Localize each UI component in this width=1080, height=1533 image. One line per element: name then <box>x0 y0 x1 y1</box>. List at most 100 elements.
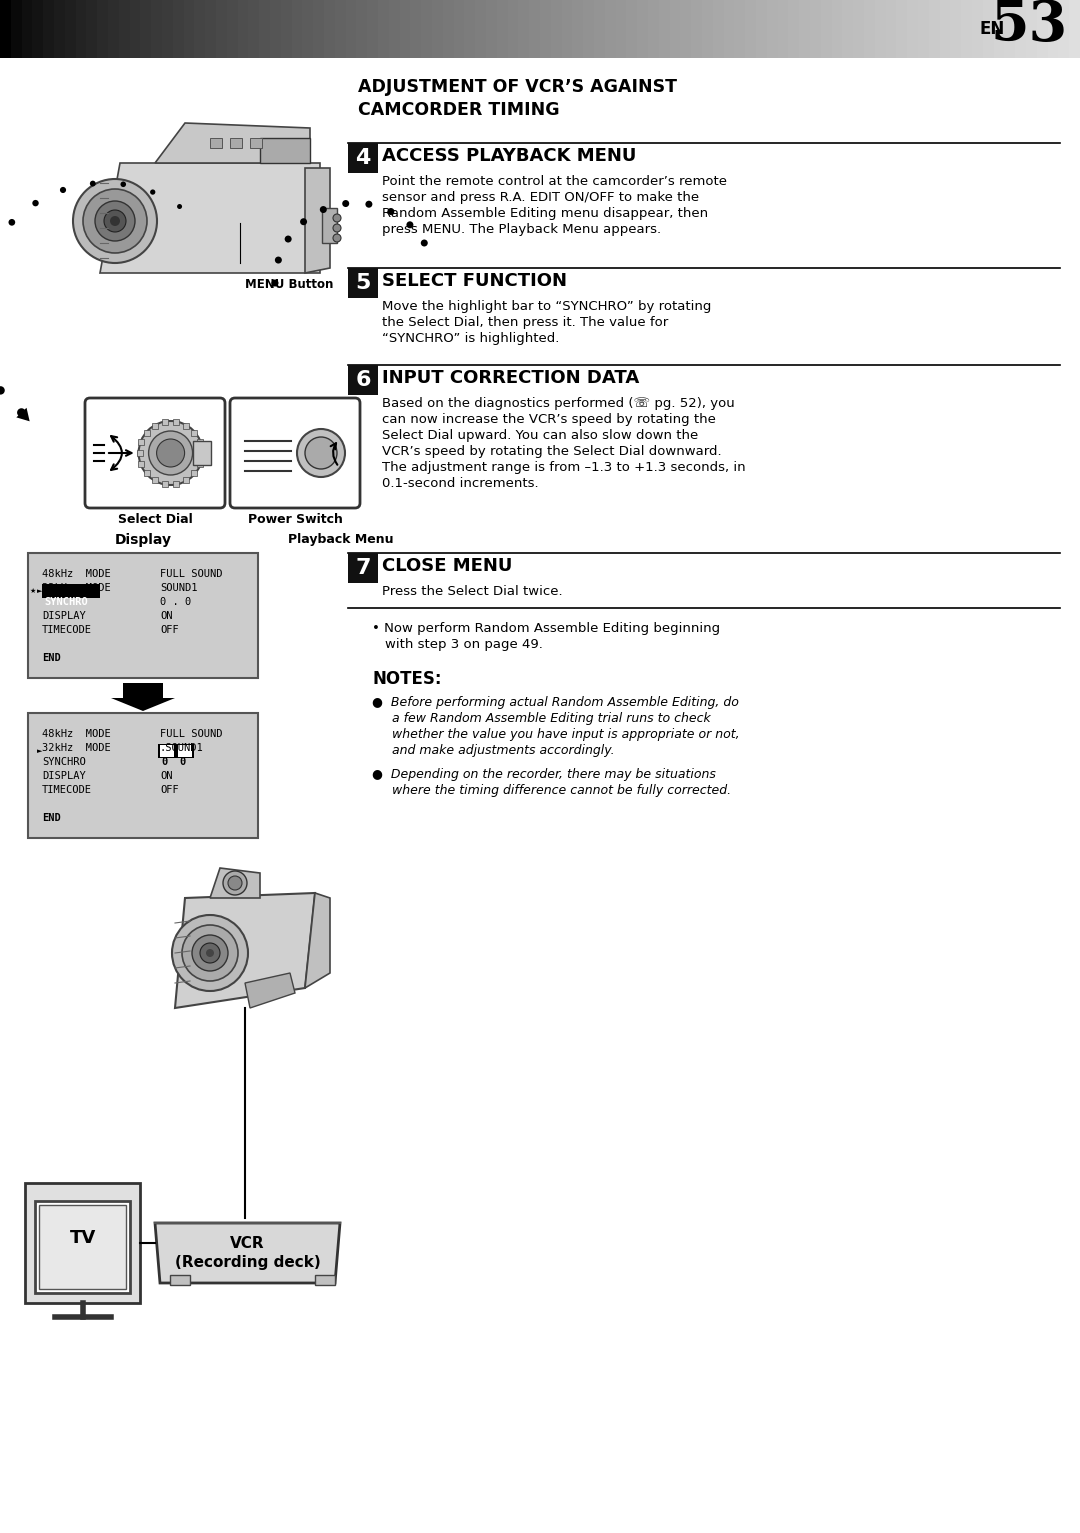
Text: press MENU. The Playback Menu appears.: press MENU. The Playback Menu appears. <box>382 222 661 236</box>
Text: TV: TV <box>69 1229 96 1246</box>
Bar <box>464 0 476 58</box>
Bar <box>151 0 163 58</box>
Bar <box>0 0 12 58</box>
Bar <box>583 0 595 58</box>
Text: can now increase the VCR’s speed by rotating the: can now increase the VCR’s speed by rota… <box>382 412 716 426</box>
Bar <box>961 0 973 58</box>
Bar <box>199 451 204 455</box>
Bar <box>454 0 465 58</box>
Bar <box>249 138 262 149</box>
Text: VCR’s speed by rotating the Select Dial downward.: VCR’s speed by rotating the Select Dial … <box>382 445 721 458</box>
Bar <box>348 143 378 173</box>
Bar <box>144 471 150 475</box>
Bar <box>1015 0 1027 58</box>
Bar <box>324 0 336 58</box>
Bar <box>497 0 509 58</box>
Text: END: END <box>42 653 60 662</box>
Polygon shape <box>305 169 330 273</box>
Circle shape <box>104 210 126 231</box>
Bar <box>313 0 325 58</box>
Bar <box>1026 0 1038 58</box>
Bar <box>152 423 158 429</box>
FancyBboxPatch shape <box>230 399 360 507</box>
Polygon shape <box>111 684 175 711</box>
Bar <box>28 553 258 678</box>
Text: VCR
(Recording deck): VCR (Recording deck) <box>175 1236 321 1269</box>
Bar <box>32 0 44 58</box>
Polygon shape <box>100 162 320 273</box>
Bar <box>144 431 150 435</box>
Bar <box>197 440 203 446</box>
Bar <box>322 208 337 244</box>
Text: ON: ON <box>160 612 173 621</box>
Circle shape <box>138 422 203 484</box>
Bar <box>907 0 919 58</box>
Bar <box>648 0 660 58</box>
Bar <box>227 0 239 58</box>
Text: MENU Button: MENU Button <box>245 277 334 291</box>
Text: .SOUND1: .SOUND1 <box>160 744 204 753</box>
Bar <box>348 365 378 396</box>
Text: 6: 6 <box>355 369 370 389</box>
Text: Display: Display <box>114 533 172 547</box>
Bar <box>248 0 260 58</box>
Text: with step 3 on page 49.: with step 3 on page 49. <box>384 638 543 652</box>
Bar <box>216 0 228 58</box>
Circle shape <box>157 438 185 468</box>
Text: 0: 0 <box>161 757 167 766</box>
Bar <box>540 0 552 58</box>
Bar <box>842 0 854 58</box>
Text: and make adjustments accordingly.: and make adjustments accordingly. <box>392 744 615 757</box>
Bar <box>86 0 98 58</box>
Bar <box>875 0 887 58</box>
Polygon shape <box>156 123 310 162</box>
Text: Power Switch: Power Switch <box>247 514 342 526</box>
Circle shape <box>110 216 120 225</box>
Circle shape <box>388 208 394 215</box>
Bar <box>702 0 714 58</box>
Text: a few Random Assemble Editing trial runs to check: a few Random Assemble Editing trial runs… <box>392 711 711 725</box>
Bar <box>160 745 174 757</box>
Text: Point the remote control at the camcorder’s remote: Point the remote control at the camcorde… <box>382 175 727 189</box>
Bar <box>788 0 800 58</box>
Bar <box>162 0 174 58</box>
Text: TIMECODE: TIMECODE <box>42 625 92 635</box>
Circle shape <box>285 236 292 242</box>
Text: Press the Select Dial twice.: Press the Select Dial twice. <box>382 586 563 598</box>
FancyBboxPatch shape <box>85 399 225 507</box>
Circle shape <box>83 189 147 253</box>
Bar <box>184 477 189 483</box>
Bar <box>184 0 195 58</box>
Text: TIMECODE: TIMECODE <box>42 785 92 796</box>
Circle shape <box>73 179 157 264</box>
Text: 0 . 0: 0 . 0 <box>160 596 191 607</box>
Circle shape <box>150 190 156 195</box>
Polygon shape <box>156 1223 340 1283</box>
Text: ●  Before performing actual Random Assemble Editing, do: ● Before performing actual Random Assemb… <box>372 696 739 708</box>
Bar <box>346 0 357 58</box>
Text: whether the value you have input is appropriate or not,: whether the value you have input is appr… <box>392 728 740 740</box>
Text: ACCESS PLAYBACK MENU: ACCESS PLAYBACK MENU <box>382 147 636 166</box>
Polygon shape <box>16 408 29 422</box>
Circle shape <box>206 949 214 957</box>
Bar <box>734 0 746 58</box>
Bar <box>626 0 638 58</box>
Bar <box>39 1205 126 1289</box>
Circle shape <box>406 221 414 228</box>
Text: 32kHz  MODE: 32kHz MODE <box>42 744 111 753</box>
Bar <box>173 0 185 58</box>
Text: SYNCHRO: SYNCHRO <box>42 757 85 766</box>
Bar <box>356 0 368 58</box>
Circle shape <box>342 199 349 207</box>
Bar <box>940 0 951 58</box>
Polygon shape <box>175 894 315 1009</box>
Text: EN: EN <box>980 20 1005 38</box>
Bar <box>197 460 203 466</box>
Bar <box>810 0 822 58</box>
Circle shape <box>365 201 373 207</box>
Circle shape <box>305 437 337 469</box>
Circle shape <box>121 181 126 187</box>
Bar <box>138 460 145 466</box>
Text: ►: ► <box>37 748 42 754</box>
Circle shape <box>320 205 327 213</box>
